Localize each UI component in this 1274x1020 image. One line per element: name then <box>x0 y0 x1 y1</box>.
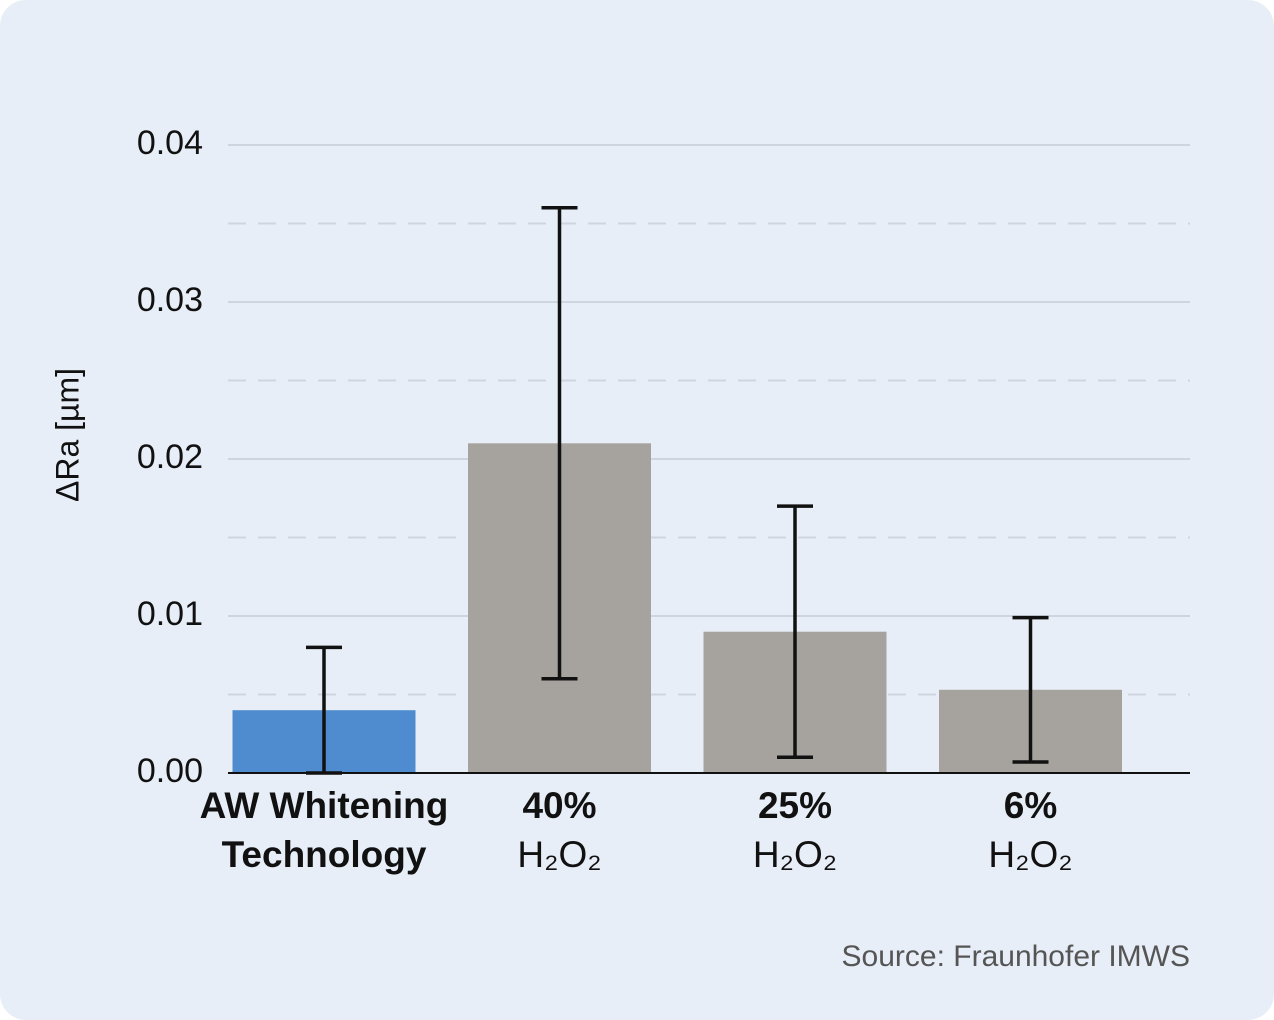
x-tick-label: H₂O₂ <box>517 834 601 875</box>
x-tick-label: 40% <box>522 785 596 826</box>
source-note: Source: Fraunhofer IMWS <box>842 940 1190 973</box>
error-bar <box>777 504 813 760</box>
x-tick-label: 6% <box>1004 785 1057 826</box>
error-bar <box>1012 615 1049 764</box>
y-axis-label: ΔRa [µm] <box>49 368 85 502</box>
y-tick-label: 0.03 <box>137 281 203 319</box>
y-tick-label: 0.04 <box>137 124 203 162</box>
y-tick-label: 0.00 <box>137 752 203 790</box>
x-tick-label: H₂O₂ <box>988 834 1072 875</box>
y-tick-label: 0.02 <box>137 438 203 476</box>
y-tick-label: 0.01 <box>137 595 203 633</box>
x-tick-label: Technology <box>222 834 427 875</box>
x-tick-label: AW Whitening <box>200 785 449 826</box>
error-bar <box>541 206 578 681</box>
x-tick-label: H₂O₂ <box>753 834 837 875</box>
x-tick-label: 25% <box>758 785 832 826</box>
